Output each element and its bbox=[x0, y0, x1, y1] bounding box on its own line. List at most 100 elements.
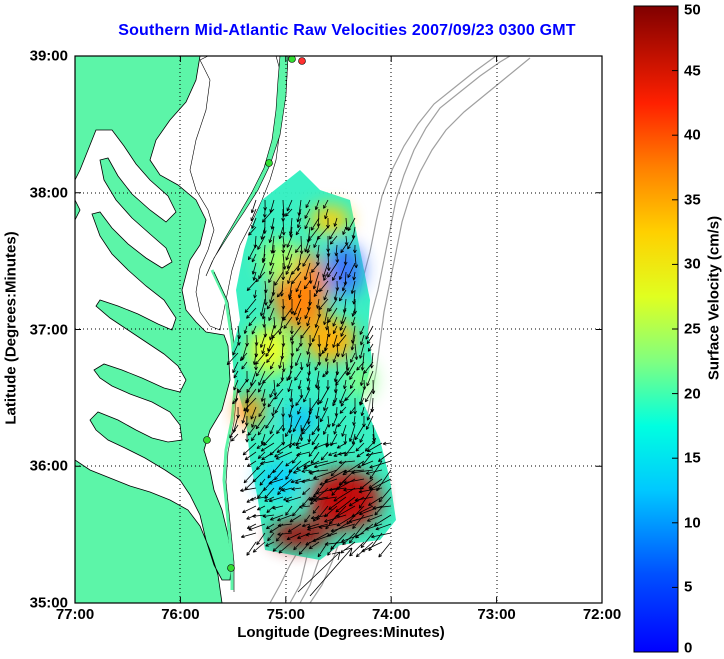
velocity-arrow bbox=[324, 514, 347, 523]
velocity-arrow bbox=[278, 316, 284, 335]
velocity-arrow bbox=[269, 289, 275, 304]
velocity-arrow bbox=[374, 496, 392, 516]
velocity-arrow bbox=[348, 523, 365, 544]
y-tick-label: 38:00 bbox=[29, 184, 68, 202]
velocity-arrow bbox=[313, 460, 338, 469]
velocity-arrow bbox=[320, 451, 329, 461]
velocity-arrow bbox=[352, 244, 357, 254]
velocity-arrow bbox=[312, 505, 320, 514]
velocity-arrow bbox=[359, 370, 365, 387]
velocity-arrow bbox=[233, 379, 239, 391]
velocity-arrow bbox=[248, 316, 257, 327]
velocity-arrow bbox=[297, 289, 302, 299]
velocity-arrow bbox=[349, 406, 356, 415]
colorbar-tick-label: 25 bbox=[684, 320, 701, 338]
velocity-arrow bbox=[364, 523, 383, 531]
velocity-arrow bbox=[306, 406, 311, 425]
velocity-arrow bbox=[241, 406, 248, 424]
velocity-arrow bbox=[232, 361, 239, 374]
velocity-arrow bbox=[295, 226, 302, 236]
velocity-arrow bbox=[307, 433, 312, 443]
velocity-arrow bbox=[287, 379, 293, 393]
velocity-arrow bbox=[340, 325, 347, 337]
velocity-arrow bbox=[366, 442, 383, 453]
velocity-arrow bbox=[294, 370, 302, 381]
velocity-arrow bbox=[288, 289, 293, 301]
velocity-arrow bbox=[343, 379, 347, 390]
velocity-arrow bbox=[287, 271, 293, 285]
velocity-arrow bbox=[331, 478, 347, 496]
velocity-arrow bbox=[299, 388, 304, 399]
velocity-arrow bbox=[316, 415, 321, 432]
velocity-arrow bbox=[301, 496, 311, 507]
velocity-arrow bbox=[288, 406, 293, 418]
velocity-arrow bbox=[366, 514, 383, 522]
velocity-arrow bbox=[305, 199, 311, 209]
velocity-arrow bbox=[293, 469, 302, 474]
velocity-arrow bbox=[307, 523, 329, 531]
velocity-arrow bbox=[347, 217, 356, 232]
velocity-arrow bbox=[358, 487, 383, 494]
velocity-arrow bbox=[371, 433, 376, 445]
velocity-arrow bbox=[351, 316, 356, 326]
velocity-arrow bbox=[272, 505, 284, 510]
velocity-arrow bbox=[289, 226, 294, 238]
velocity-arrow bbox=[240, 532, 257, 539]
velocity-arrow bbox=[257, 379, 266, 393]
velocity-arrow bbox=[297, 217, 302, 229]
velocity-arrow bbox=[301, 523, 311, 528]
velocity-arrow bbox=[315, 406, 320, 420]
velocity-arrow bbox=[257, 235, 266, 250]
velocity-arrow bbox=[260, 442, 275, 452]
velocity-arrow bbox=[330, 523, 356, 533]
velocity-arrow bbox=[369, 460, 392, 469]
velocity-arrow bbox=[366, 406, 374, 421]
velocity-arrow bbox=[321, 343, 329, 354]
velocity-arrow bbox=[336, 442, 347, 449]
velocity-arrow bbox=[353, 397, 357, 415]
velocity-arrow bbox=[293, 541, 302, 551]
velocity-arrow bbox=[232, 343, 239, 356]
velocity-arrow bbox=[286, 370, 293, 382]
velocity-arrow bbox=[323, 307, 329, 326]
velocity-arrow bbox=[338, 262, 347, 280]
velocity-arrow bbox=[332, 271, 338, 281]
velocity-arrow bbox=[354, 496, 374, 502]
velocity-arrow bbox=[258, 406, 266, 418]
velocity-arrow bbox=[274, 397, 284, 414]
y-tick-label: 36:00 bbox=[29, 457, 68, 475]
velocity-arrow bbox=[312, 271, 320, 290]
velocity-arrow bbox=[269, 388, 275, 398]
velocity-arrow bbox=[308, 541, 320, 550]
velocity-arrow bbox=[262, 208, 267, 218]
velocity-arrow bbox=[291, 442, 302, 446]
velocity-arrow bbox=[261, 451, 275, 461]
velocity-arrow bbox=[273, 379, 277, 397]
velocity-arrow bbox=[312, 532, 338, 543]
velocity-arrow bbox=[232, 397, 239, 405]
velocity-arrow bbox=[250, 406, 257, 420]
velocity-arrow bbox=[272, 541, 284, 552]
velocity-arrow bbox=[290, 298, 294, 315]
velocity-arrow bbox=[299, 235, 304, 255]
velocity-arrow bbox=[304, 514, 311, 523]
velocity-arrow bbox=[313, 442, 329, 450]
velocity-arrow bbox=[311, 433, 320, 446]
colorbar-tick-label: 50 bbox=[684, 1, 701, 19]
velocity-arrow bbox=[340, 244, 347, 254]
velocity-arrow bbox=[360, 406, 365, 417]
velocity-arrow bbox=[328, 451, 338, 456]
velocity-arrow bbox=[304, 307, 311, 320]
velocity-arrow bbox=[336, 505, 356, 517]
velocity-arrow bbox=[303, 388, 311, 403]
velocity-arrow bbox=[266, 298, 275, 310]
velocity-arrow bbox=[306, 370, 311, 382]
velocity-arrow bbox=[333, 487, 356, 502]
velocity-arrow bbox=[333, 289, 338, 301]
velocity-arrow bbox=[260, 388, 266, 402]
velocity-arrow bbox=[316, 298, 320, 309]
velocity-arrow bbox=[347, 361, 356, 376]
velocity-arrow bbox=[255, 415, 266, 430]
velocity-arrow bbox=[285, 496, 302, 503]
